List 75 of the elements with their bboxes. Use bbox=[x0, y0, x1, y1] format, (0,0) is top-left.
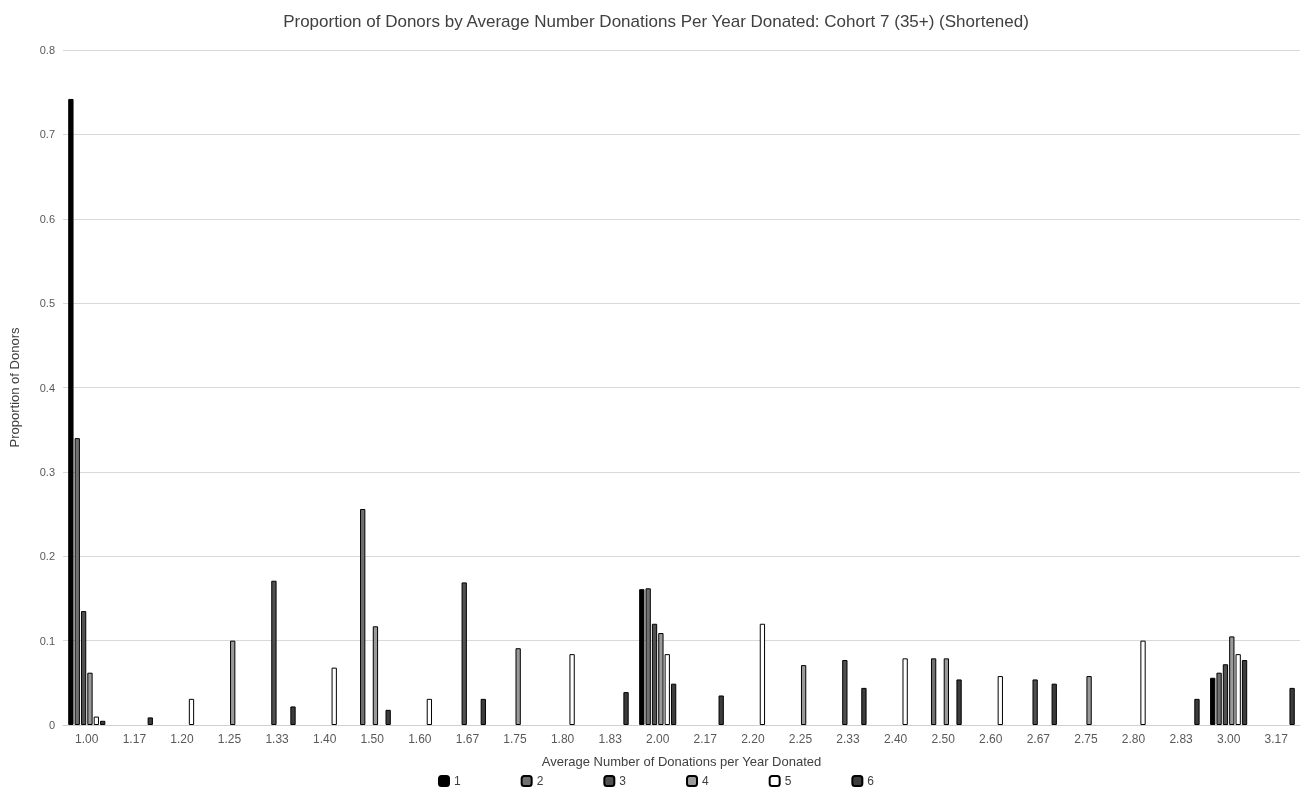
x-tick-label: 1.00 bbox=[75, 732, 99, 746]
bar bbox=[290, 706, 296, 725]
bar bbox=[1032, 679, 1038, 725]
y-tick-label: 0.6 bbox=[39, 212, 55, 225]
x-tick-label: 2.25 bbox=[788, 732, 813, 746]
x-tick-label: 2.67 bbox=[1026, 732, 1051, 746]
y-tick-label: 0.7 bbox=[39, 128, 55, 141]
chart-title: Proportion of Donors by Average Number Donations Per Year Donated: Cohort 7 (35+) (Shortened) bbox=[283, 12, 1029, 31]
x-tick-label: 2.75 bbox=[1074, 732, 1098, 746]
bar bbox=[360, 509, 366, 725]
bar bbox=[800, 665, 807, 725]
legend-label: 4 bbox=[702, 774, 709, 788]
x-tick-label: 3.17 bbox=[1264, 732, 1289, 746]
x-tick-label: 2.80 bbox=[1121, 732, 1146, 746]
bar bbox=[426, 698, 433, 725]
bar bbox=[1051, 683, 1057, 725]
x-tick-label: 1.33 bbox=[265, 732, 290, 746]
bar bbox=[1194, 698, 1200, 725]
legend-label: 1 bbox=[453, 774, 461, 788]
x-tick-label: 1.50 bbox=[360, 732, 385, 746]
y-tick-label: 0.4 bbox=[39, 381, 55, 394]
bar bbox=[997, 676, 1003, 725]
x-tick-label: 2.40 bbox=[883, 732, 908, 746]
bar bbox=[461, 582, 467, 725]
bar bbox=[515, 648, 521, 725]
bar bbox=[385, 709, 391, 725]
y-tick-label: 0.3 bbox=[39, 465, 55, 478]
bar bbox=[480, 698, 486, 725]
legend-label: 3 bbox=[619, 774, 627, 788]
x-tick-label: 1.20 bbox=[170, 732, 194, 746]
bar bbox=[331, 667, 337, 725]
x-tick-label: 1.75 bbox=[503, 732, 527, 746]
x-tick-label: 1.40 bbox=[312, 732, 337, 746]
bar bbox=[842, 660, 848, 725]
legend-label: 5 bbox=[784, 774, 792, 788]
bar bbox=[943, 658, 949, 725]
x-tick-label: 2.17 bbox=[693, 732, 718, 746]
y-tick-label: 0.1 bbox=[39, 634, 55, 647]
x-tick-label: 1.83 bbox=[598, 732, 623, 746]
y-tick-label: 0.2 bbox=[39, 550, 55, 563]
legend-label: 2 bbox=[536, 774, 544, 788]
x-tick-label: 2.20 bbox=[741, 732, 765, 746]
bar bbox=[718, 695, 724, 725]
bar bbox=[861, 687, 867, 725]
bar bbox=[372, 626, 379, 725]
bar bbox=[188, 698, 195, 725]
x-tick-label: 1.80 bbox=[550, 732, 575, 746]
bar bbox=[271, 580, 277, 725]
bar bbox=[930, 658, 937, 725]
y-tick-label: 0.8 bbox=[39, 44, 55, 56]
bar bbox=[230, 640, 236, 725]
x-tick-label: 2.00 bbox=[646, 732, 670, 746]
bar bbox=[147, 717, 153, 725]
x-tick-label: 2.33 bbox=[836, 732, 861, 746]
bar bbox=[902, 658, 908, 725]
x-axis-title: Average Number of Donations per Year Donated bbox=[541, 754, 822, 769]
x-tick-label: 2.83 bbox=[1169, 732, 1194, 746]
y-tick-label: 0 bbox=[48, 719, 55, 731]
y-axis-title: Proportion of Donors bbox=[7, 327, 22, 448]
x-tick-label: 1.25 bbox=[217, 732, 242, 746]
bar bbox=[1140, 640, 1146, 725]
bar bbox=[1289, 687, 1295, 725]
x-tick-label: 1.67 bbox=[455, 732, 480, 746]
x-tick-label: 3.00 bbox=[1216, 732, 1241, 746]
y-tick-label: 0.5 bbox=[39, 297, 55, 310]
bar bbox=[759, 623, 766, 725]
legend-label: 6 bbox=[867, 774, 875, 788]
x-tick-label: 2.50 bbox=[931, 732, 956, 746]
bar bbox=[1086, 676, 1092, 725]
x-tick-label: 2.60 bbox=[979, 732, 1003, 746]
bar bbox=[956, 679, 962, 725]
x-tick-label: 1.60 bbox=[408, 732, 432, 746]
bar bbox=[569, 654, 575, 725]
x-tick-label: 1.17 bbox=[122, 732, 147, 746]
bar bbox=[623, 692, 629, 725]
